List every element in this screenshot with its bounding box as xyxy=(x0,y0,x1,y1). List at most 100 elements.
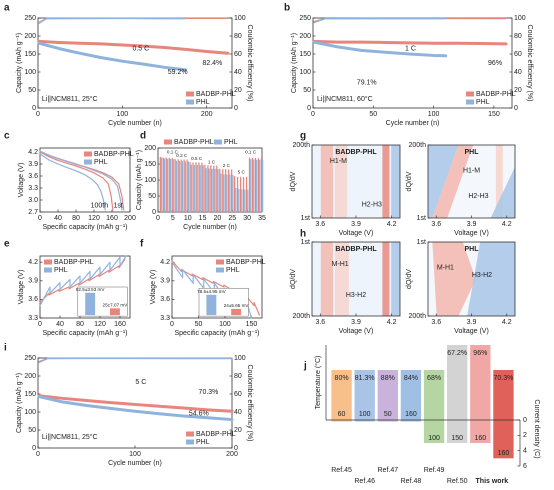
x-tick-label: 50 xyxy=(195,321,203,328)
annotation: 82.4% xyxy=(202,60,222,67)
x-tick-label: 35 xyxy=(258,215,266,222)
panel-letter: g xyxy=(300,131,306,142)
panel-letter: j xyxy=(303,361,307,372)
cycle-label: 160 xyxy=(405,411,417,418)
bar xyxy=(183,159,185,212)
annotation: 54.6% xyxy=(189,411,209,418)
panel-letter: d xyxy=(140,131,146,142)
data-line xyxy=(37,39,230,55)
legend-swatch xyxy=(84,151,92,157)
x-tick-label: 3.6 xyxy=(315,319,325,326)
heatmap-region xyxy=(432,145,474,218)
inset-value-label: 25±7.07 mV xyxy=(103,303,129,308)
legend-swatch xyxy=(186,439,194,445)
x-tick-label: 10 xyxy=(184,215,192,222)
legend-swatch xyxy=(216,259,224,265)
retention-label: 96% xyxy=(473,350,487,357)
bar xyxy=(247,189,249,212)
y2-tick-label: 80 xyxy=(514,33,522,40)
bar xyxy=(262,160,264,212)
bar xyxy=(163,158,166,212)
annotation: 59.2% xyxy=(168,69,188,76)
y-tick-label: 150 xyxy=(24,51,36,58)
heatmap-title: BADBP-PHL xyxy=(335,149,377,156)
y-tick-label: 0 xyxy=(32,105,36,112)
inset-bar xyxy=(85,292,96,316)
data-line xyxy=(312,39,508,46)
bar xyxy=(233,176,236,212)
legend-label: PHL xyxy=(196,439,210,446)
legend-label: BADBP-PHL xyxy=(226,259,266,266)
y-tick-label: 150 xyxy=(299,51,311,58)
bar xyxy=(199,165,201,212)
y-tick-label: 1st xyxy=(417,239,426,246)
inset-value-label: 78.5±4.95 mV xyxy=(197,289,227,294)
bar xyxy=(232,174,234,212)
y-tick-label: 3.6 xyxy=(28,173,38,180)
annotation: H3-H2 xyxy=(472,272,492,279)
y-axis-label: Voltage (V) xyxy=(18,270,25,305)
y2-tick-label: 4 xyxy=(523,448,527,455)
y2-tick-label: 60 xyxy=(234,391,242,398)
annotation: 96% xyxy=(488,60,502,67)
retention-label: 80% xyxy=(335,375,349,382)
x-tick-label: 3.9 xyxy=(467,319,477,326)
temperature-bar xyxy=(423,370,445,420)
panel-letter: e xyxy=(4,239,10,250)
x-tick-label: 150 xyxy=(246,321,258,328)
cycle-label: 60 xyxy=(338,411,346,418)
y-tick-label: 200th xyxy=(292,313,310,320)
y-tick-label: 250 xyxy=(299,15,311,22)
x-tick-label: 0 xyxy=(36,111,40,118)
bar xyxy=(181,161,184,212)
y-tick-label: 1st xyxy=(417,215,426,222)
current-density-bar xyxy=(447,420,468,443)
panel-letter: i xyxy=(4,343,7,354)
y2-tick-label: 60 xyxy=(514,51,522,58)
inset-bar xyxy=(109,308,120,316)
bar xyxy=(172,159,175,212)
retention-label: 81.3% xyxy=(355,375,375,382)
x-tick-label: 3.6 xyxy=(315,221,325,228)
bar xyxy=(195,162,197,212)
x-axis-label: Specific capacity (mAh g⁻¹) xyxy=(43,224,128,231)
y-tick-label: 200th xyxy=(408,313,426,320)
y2-axis-label: Coulombic efficiency (%) xyxy=(246,25,253,102)
x-tick-label: 80 xyxy=(76,321,84,328)
x-tick-label: 5 xyxy=(171,215,175,222)
annotation: 2 C xyxy=(223,163,231,168)
y2-tick-label: 100 xyxy=(514,15,526,22)
x-tick-label: 4.2 xyxy=(387,319,397,326)
bar xyxy=(205,168,207,212)
cycle-label: 150 xyxy=(451,435,463,442)
bar xyxy=(208,168,210,212)
bar xyxy=(244,189,246,212)
y-tick-label: 150 xyxy=(24,391,36,398)
data-line xyxy=(39,150,125,211)
y2-tick-label: 20 xyxy=(234,87,242,94)
temperature-bar xyxy=(493,370,514,420)
y2-tick-label: 20 xyxy=(234,427,242,434)
x-tick-label: 4.2 xyxy=(502,319,512,326)
category-label: Ref.47 xyxy=(378,467,399,474)
heatmap-title: BADBP-PHL xyxy=(335,246,377,253)
heatmap-region xyxy=(391,242,400,316)
annotation: Li||NCM811, 25°C xyxy=(42,95,98,103)
y2-tick-label: 40 xyxy=(234,69,242,76)
heatmap-region xyxy=(428,145,459,218)
retention-label: 88% xyxy=(381,375,395,382)
x-tick-label: 40 xyxy=(54,215,62,222)
bar xyxy=(254,157,257,212)
current-density-bar xyxy=(354,420,375,422)
x-tick-label: 0 xyxy=(38,321,42,328)
annotation: M-H1 xyxy=(437,265,454,272)
annotation: Li||NCM811, 60°C xyxy=(317,95,373,103)
data-line xyxy=(39,150,123,211)
y-tick-label: 3.6 xyxy=(160,296,170,303)
legend-swatch xyxy=(216,267,224,273)
x-tick-label: 200 xyxy=(124,215,136,222)
y-tick-label: 3.9 xyxy=(160,278,170,285)
y2-tick-label: 40 xyxy=(514,69,522,76)
y2-tick-label: 100 xyxy=(234,355,246,362)
y-axis-label: Capacity (mAh g⁻¹) xyxy=(291,33,298,93)
